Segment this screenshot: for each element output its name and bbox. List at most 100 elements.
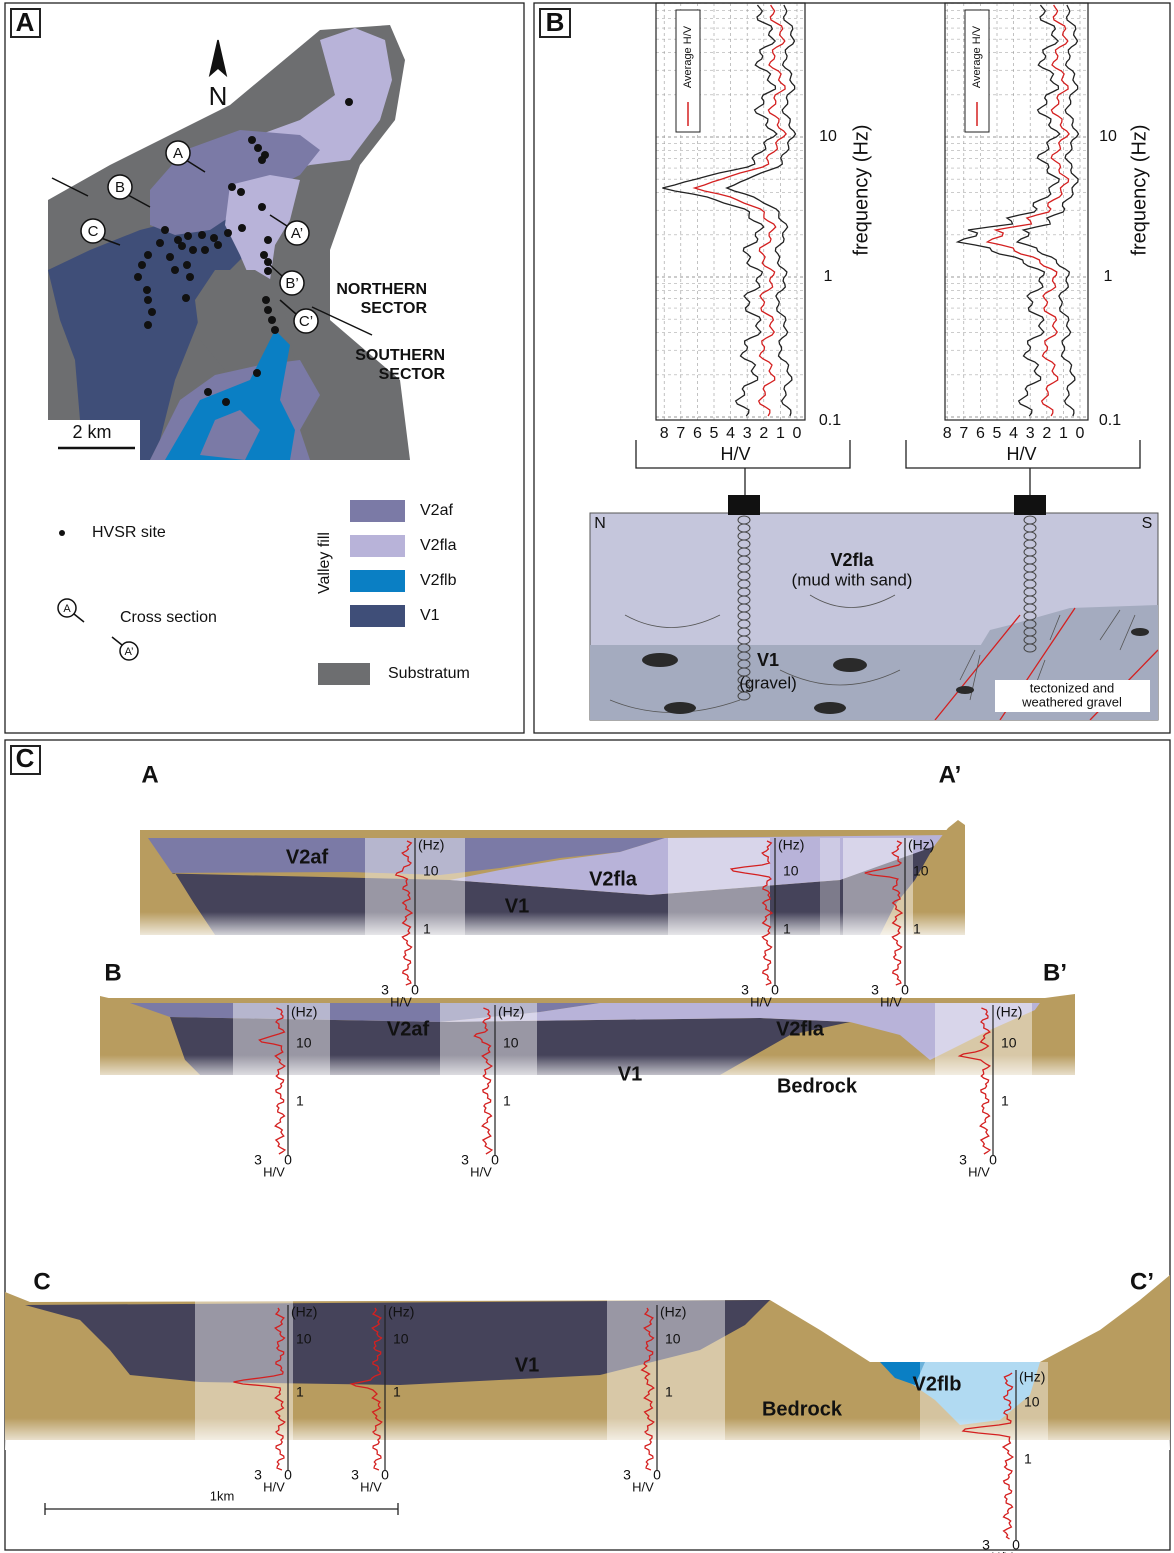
hvsr-site <box>204 388 212 396</box>
tick-label: 10 <box>296 1035 312 1051</box>
unit-label: (gravel) <box>739 673 797 692</box>
section-end-label: B <box>104 959 121 986</box>
tick-label: 6 <box>976 425 985 442</box>
tick-label: 10 <box>1001 1035 1017 1051</box>
hvsr-site <box>144 296 152 304</box>
section-label: N <box>594 515 606 532</box>
sector-label: SECTOR <box>379 366 446 383</box>
tick-label: 3 <box>1026 425 1035 442</box>
hvsr-site <box>189 246 197 254</box>
hvsr-site <box>134 273 142 281</box>
axis-label: H/V <box>720 444 750 464</box>
tick-label: 1 <box>1024 1451 1032 1467</box>
hvsr-site <box>238 224 246 232</box>
tick-label: 1 <box>423 921 431 937</box>
tick-label: 0 <box>284 1152 292 1168</box>
map <box>48 25 410 460</box>
tick-label: 0 <box>793 425 802 442</box>
mini-unit-label: (Hz) <box>908 837 934 853</box>
hvsr-site <box>183 261 191 269</box>
figure: ANABCA’B’C’NORTHERNSECTORSOUTHERNSECTOR2… <box>0 0 1174 1553</box>
tick-label: 1 <box>1059 425 1068 442</box>
tick-label: 1 <box>824 268 833 285</box>
tick-label: 0 <box>653 1467 661 1483</box>
tick-label: 2 <box>759 425 768 442</box>
section-end-label: C <box>88 223 99 240</box>
legend-label: V1 <box>420 607 440 624</box>
axis-label: H/V <box>360 1479 382 1494</box>
axis-label: H/V <box>1006 444 1036 464</box>
tick-label: 0 <box>989 1152 997 1168</box>
mini-unit-label: (Hz) <box>291 1004 317 1020</box>
axis-label: H/V <box>390 994 412 1009</box>
legend-label: A <box>63 603 71 615</box>
tick-label: 1 <box>296 1384 304 1400</box>
tick-label: 1 <box>1001 1093 1009 1109</box>
mini-unit-label: (Hz) <box>291 1304 317 1320</box>
mini-unit-label: (Hz) <box>996 1004 1022 1020</box>
tick-label: 4 <box>726 425 735 442</box>
tick-label: 1 <box>503 1093 511 1109</box>
hvsr-site <box>248 136 256 144</box>
mini-unit-label: (Hz) <box>660 1304 686 1320</box>
legend-label: V2flb <box>420 572 457 589</box>
north-arrow-label: N <box>209 81 228 111</box>
tick-label: 3 <box>959 1152 967 1168</box>
scale-bar-label: 2 km <box>72 422 111 442</box>
tick-label: 0 <box>411 982 419 998</box>
scale-bar-c <box>45 1503 398 1515</box>
legend-group-label: Valley fill <box>316 532 333 594</box>
panel-label: C <box>16 743 35 773</box>
tick-label: 3 <box>254 1152 262 1168</box>
sector-label: NORTHERN <box>336 281 427 298</box>
legend-label: Substratum <box>388 665 470 682</box>
unit-label: V2fla <box>776 1018 825 1040</box>
tick-label: 10 <box>1024 1394 1040 1410</box>
axis-label: H/V <box>750 994 772 1009</box>
axis-label: frequency (Hz) <box>850 124 872 255</box>
brackets <box>636 440 1140 495</box>
hvsr-site <box>264 236 272 244</box>
tick-label: 1 <box>776 425 785 442</box>
tick-label: 10 <box>503 1035 519 1051</box>
section-a <box>130 820 975 942</box>
axis-label: H/V <box>263 1164 285 1179</box>
tick-label: 0 <box>901 982 909 998</box>
tick-label: 1 <box>783 921 791 937</box>
tick-label: 10 <box>819 128 837 145</box>
unit-label: V1 <box>618 1063 642 1085</box>
section-end-label: A <box>141 761 158 788</box>
tick-label: 3 <box>351 1467 359 1483</box>
section-end-label: B <box>115 179 125 196</box>
hv-curve <box>1017 5 1078 416</box>
tick-label: 10 <box>393 1331 409 1347</box>
hvsr-site <box>237 188 245 196</box>
unit-label: Bedrock <box>762 1398 843 1420</box>
hvsr-site <box>210 234 218 242</box>
hv-curve <box>987 5 1069 416</box>
section-end-label: B’ <box>285 275 298 292</box>
legend-label: V2af <box>420 502 453 519</box>
unit-label: (mud with sand) <box>792 570 913 589</box>
tick-label: 10 <box>296 1331 312 1347</box>
tick-label: 2 <box>1042 425 1051 442</box>
hv-curve <box>695 5 787 416</box>
unit-label: weathered gravel <box>1021 694 1122 709</box>
hvsr-site <box>260 251 268 259</box>
hvsr-site <box>148 308 156 316</box>
tick-label: 10 <box>1099 128 1117 145</box>
hvsr-site <box>144 251 152 259</box>
plot-legend-label: Average H/V <box>682 25 694 88</box>
section-c <box>5 1275 1170 1450</box>
hvsr-site <box>264 306 272 314</box>
tick-label: 1 <box>1104 268 1113 285</box>
tick-label: 0.1 <box>819 412 841 429</box>
scale-bar-label: 1km <box>210 1488 235 1503</box>
tick-label: 0.1 <box>1099 412 1121 429</box>
hvsr-site <box>178 242 186 250</box>
axis-label: frequency (Hz) <box>1128 124 1150 255</box>
hvsr-site <box>186 273 194 281</box>
axis-label: H/V <box>968 1164 990 1179</box>
tick-label: 7 <box>959 425 968 442</box>
tick-label: 3 <box>982 1537 990 1553</box>
